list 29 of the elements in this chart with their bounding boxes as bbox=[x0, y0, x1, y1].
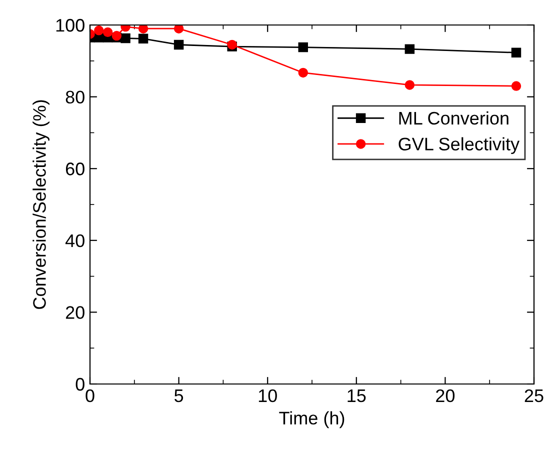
y-tick-label: 20 bbox=[66, 306, 84, 319]
point bbox=[511, 48, 522, 58]
point bbox=[174, 25, 184, 34]
x-tick-label: 15 bbox=[348, 390, 366, 402]
x-tick-label: 25 bbox=[524, 389, 544, 402]
point bbox=[298, 68, 308, 78]
point bbox=[138, 34, 148, 44]
point bbox=[94, 26, 104, 36]
legend-label: GVL Selectivity bbox=[398, 137, 520, 154]
point bbox=[120, 33, 130, 44]
y-tick-label: 0 bbox=[76, 378, 84, 391]
x-axis-title: Time (h) bbox=[279, 411, 344, 428]
point bbox=[174, 40, 184, 50]
point bbox=[404, 80, 415, 90]
point bbox=[404, 44, 415, 54]
y-tick-label: 100 bbox=[56, 18, 84, 32]
y-axis-title: Conversion/Selectivity (%) bbox=[32, 100, 50, 309]
point bbox=[102, 27, 113, 38]
point bbox=[298, 42, 308, 52]
x-tick-label: 10 bbox=[258, 389, 277, 402]
y-tick-label: 80 bbox=[66, 90, 84, 104]
x-tick-label: 20 bbox=[436, 389, 455, 402]
point bbox=[138, 25, 148, 34]
x-tick-label: 0 bbox=[86, 389, 94, 402]
y-tick-label: 40 bbox=[65, 234, 84, 248]
y-tick-label: 60 bbox=[66, 162, 84, 176]
point bbox=[511, 81, 522, 91]
x-tick-label: 5 bbox=[174, 390, 184, 402]
legend-label: ML Converion bbox=[399, 111, 508, 125]
